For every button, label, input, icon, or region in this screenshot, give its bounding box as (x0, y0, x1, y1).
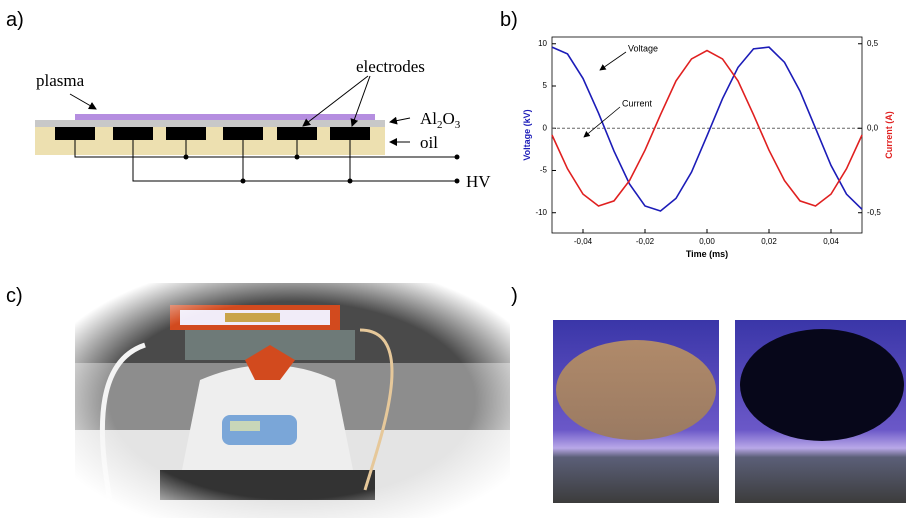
photo-seed-lit (553, 320, 719, 503)
waveform-chart: -0,04 -0,02 0,00 0,02 0,04 -10 -5 0 5 10 -0,5 0,0 0,… (522, 37, 894, 259)
plasma-layer (75, 114, 375, 120)
annotation: Current (622, 98, 653, 108)
photo-vignette (75, 283, 510, 518)
y-tick-label: 5 (543, 81, 548, 90)
label-plasma: plasma (36, 71, 85, 90)
junctions (184, 155, 460, 184)
y2-tick-label: 0,0 (867, 123, 879, 132)
label-al2o3: Al2O3 (420, 109, 461, 131)
panel-label: a) (6, 9, 24, 31)
photo-setup (75, 283, 510, 518)
annotation: Voltage (628, 43, 658, 53)
y-tick-label: 10 (538, 39, 547, 48)
label-hv: HV (466, 172, 491, 191)
figure: a) b) c) d) plasma electrodes Al2O3 oil … (0, 0, 906, 518)
x-tick-label: -0,04 (574, 237, 593, 246)
y-tick-label: -5 (540, 166, 548, 175)
x-tick-label: 0,00 (699, 237, 715, 246)
x-tick-label: 0,02 (761, 237, 777, 246)
y-tick-label: 0 (543, 123, 548, 132)
label-electrodes: electrodes (356, 57, 425, 76)
series-line (552, 47, 862, 211)
y2-tick-label: -0,5 (867, 208, 881, 217)
y-axis-label: Voltage (kV) (522, 109, 532, 160)
label-oil: oil (420, 133, 438, 152)
x-tick-label: -0,02 (636, 237, 655, 246)
x-tick-label: 0,04 (823, 237, 839, 246)
y-tick-label: -10 (535, 208, 547, 217)
x-axis-label: Time (ms) (686, 249, 728, 259)
annotation-arrow (600, 52, 626, 70)
panel-label: c) (6, 285, 23, 307)
annotation-arrow (584, 107, 620, 137)
electrode-diagram: plasma electrodes Al2O3 oil HV (35, 57, 491, 191)
photo-seed-dark (735, 320, 906, 503)
y2-axis-label: Current (A) (884, 111, 894, 159)
dielectric-layer (35, 120, 385, 127)
y2-tick-label: 0,5 (867, 39, 879, 48)
panel-label: b) (500, 9, 518, 31)
